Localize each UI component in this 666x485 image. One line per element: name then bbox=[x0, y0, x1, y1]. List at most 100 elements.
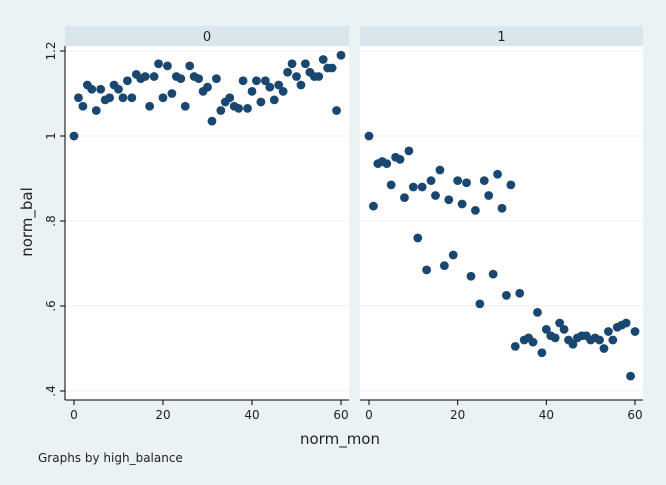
data-point bbox=[278, 86, 288, 96]
plot-area bbox=[65, 46, 349, 400]
data-point bbox=[475, 299, 485, 309]
data-point bbox=[386, 180, 396, 190]
data-point bbox=[369, 201, 378, 211]
data-point bbox=[123, 76, 132, 86]
data-point bbox=[413, 233, 423, 243]
data-point bbox=[457, 199, 467, 209]
data-point bbox=[269, 95, 279, 105]
data-point bbox=[608, 335, 618, 345]
data-point bbox=[167, 89, 177, 98]
data-point bbox=[599, 344, 609, 353]
data-point bbox=[212, 74, 221, 84]
data-point bbox=[252, 76, 261, 86]
data-point bbox=[537, 348, 547, 358]
x-tick-label: 20 bbox=[450, 408, 465, 422]
data-point bbox=[510, 341, 520, 351]
data-point bbox=[194, 74, 204, 84]
data-point bbox=[404, 146, 414, 156]
data-point bbox=[207, 116, 217, 126]
data-point bbox=[247, 86, 257, 96]
data-point bbox=[444, 195, 454, 205]
data-point bbox=[260, 76, 270, 86]
data-point bbox=[118, 93, 128, 103]
panels: 0 0 20 40 60 .4 .6 .8 1 1.2 1 0 20 40 60 bbox=[44, 26, 643, 422]
data-point bbox=[234, 103, 244, 113]
data-point bbox=[149, 72, 159, 81]
data-point bbox=[256, 97, 266, 107]
data-point bbox=[314, 72, 324, 81]
data-point bbox=[400, 193, 409, 203]
data-point bbox=[180, 101, 190, 111]
data-point bbox=[336, 50, 346, 60]
data-point bbox=[265, 82, 275, 92]
data-point bbox=[488, 269, 498, 279]
data-point bbox=[140, 72, 150, 81]
graphs-by-note: Graphs by high_balance bbox=[38, 451, 183, 465]
data-point bbox=[431, 191, 440, 200]
data-point bbox=[154, 59, 163, 69]
data-point bbox=[471, 205, 480, 215]
data-point bbox=[502, 290, 511, 300]
data-point bbox=[163, 61, 172, 71]
data-point bbox=[439, 261, 449, 271]
data-point bbox=[203, 82, 212, 92]
data-point bbox=[626, 371, 635, 381]
data-point bbox=[87, 84, 97, 94]
x-tick-label: 0 bbox=[365, 408, 373, 422]
data-point bbox=[283, 67, 292, 77]
data-point bbox=[364, 131, 374, 141]
data-point bbox=[493, 169, 502, 179]
data-point bbox=[327, 63, 337, 73]
data-point bbox=[555, 318, 565, 328]
panel-0: 0 0 20 40 60 .4 .6 .8 1 1.2 bbox=[44, 26, 349, 422]
x-tick-label: 60 bbox=[627, 408, 642, 422]
data-point bbox=[422, 265, 432, 275]
x-axis-title: norm_mon bbox=[300, 430, 380, 449]
x-tick-label: 20 bbox=[155, 408, 170, 422]
panel-header bbox=[65, 26, 349, 46]
data-point bbox=[515, 288, 525, 298]
data-point bbox=[408, 182, 418, 192]
y-tick-label: .4 bbox=[44, 385, 58, 396]
data-point bbox=[550, 333, 560, 343]
panel-1: 1 0 20 40 60 bbox=[360, 26, 643, 422]
data-point bbox=[453, 176, 463, 186]
data-point bbox=[528, 337, 538, 347]
data-point bbox=[426, 176, 436, 186]
y-tick-label: .8 bbox=[44, 215, 58, 226]
x-tick-label: 60 bbox=[333, 408, 348, 422]
data-point bbox=[243, 103, 252, 113]
data-point bbox=[497, 203, 507, 213]
data-point bbox=[238, 76, 248, 86]
data-point bbox=[568, 339, 578, 349]
data-point bbox=[292, 72, 301, 81]
data-point bbox=[595, 335, 604, 345]
data-point bbox=[287, 59, 297, 69]
data-point bbox=[274, 80, 284, 90]
data-point bbox=[382, 159, 392, 169]
data-point bbox=[484, 191, 494, 200]
data-point bbox=[105, 93, 114, 103]
y-tick-label: 1 bbox=[44, 132, 58, 140]
data-point bbox=[559, 324, 569, 334]
data-point bbox=[332, 106, 341, 115]
data-point bbox=[395, 154, 405, 164]
y-axis-title: norm_bal bbox=[18, 187, 37, 257]
data-point bbox=[462, 178, 471, 188]
panel-header bbox=[360, 26, 643, 46]
data-point bbox=[506, 180, 516, 190]
data-point bbox=[185, 61, 195, 71]
data-point bbox=[479, 176, 489, 186]
data-point bbox=[158, 93, 168, 103]
data-point bbox=[96, 84, 106, 94]
data-point bbox=[296, 80, 306, 90]
data-point bbox=[74, 93, 83, 103]
data-point bbox=[127, 93, 137, 103]
data-point bbox=[301, 59, 310, 69]
x-tick-label: 40 bbox=[539, 408, 554, 422]
data-point bbox=[541, 324, 551, 334]
data-point bbox=[69, 131, 79, 141]
data-point bbox=[91, 106, 101, 115]
data-point bbox=[318, 55, 328, 64]
